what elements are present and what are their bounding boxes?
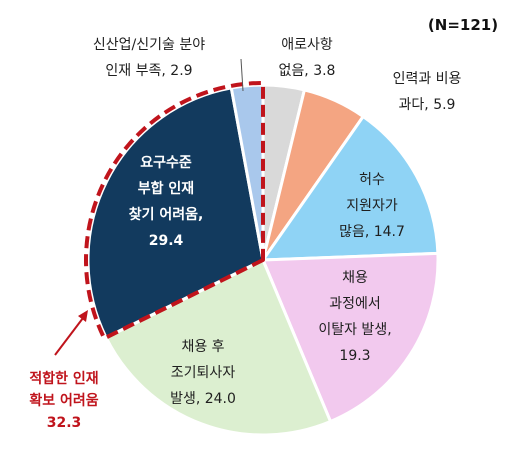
- slice-label-line: 인재 부족, 2.9: [105, 63, 192, 79]
- pie-slices: [86, 83, 440, 437]
- highlight-label-line: 적합한 인재: [29, 370, 98, 387]
- pie-slice: [261, 251, 440, 423]
- highlight-arrow: [54, 310, 88, 356]
- slice-label-line: 애로사항: [281, 37, 333, 53]
- slice-label-line: 이탈자 발생,: [318, 322, 391, 338]
- slice-label-line: 조기퇴사자: [171, 365, 236, 381]
- slice-label-line: 찾기 어려움,: [129, 206, 204, 223]
- slice-label-line: 발생, 24.0: [170, 391, 236, 407]
- slice-label-line: 과다, 5.9: [399, 97, 456, 113]
- highlight-dashed-outline: [84, 81, 265, 341]
- slice-label-line: 19.3: [339, 348, 370, 364]
- slice-label-line: 없음, 3.8: [279, 63, 336, 79]
- highlight-arrow-line: [54, 317, 84, 356]
- highlight-arrow-head: [78, 310, 88, 322]
- pie-slice: [86, 86, 265, 339]
- slice-label-line: 지원자가: [346, 198, 398, 214]
- highlight-label-line: 32.3: [47, 415, 82, 431]
- slice-label-line: 요구수준: [140, 155, 192, 171]
- pie-slice: [229, 83, 265, 262]
- slice-label-line: 많음, 14.7: [339, 224, 405, 240]
- slice-label-line: 부합 인재: [138, 180, 194, 197]
- slice-label-line: 인력과 비용: [393, 71, 462, 87]
- slice-label-line: 신산업/신기술 분야: [93, 37, 205, 53]
- slice-label-line: 허수: [359, 172, 385, 188]
- highlight-label-line: 확보 어려움: [29, 392, 98, 409]
- pie-slice: [104, 258, 332, 437]
- slice-label-line: 채용: [342, 270, 368, 286]
- slice-label-line: 과정에서: [329, 296, 381, 312]
- slice-label-line: 채용 후: [181, 339, 224, 355]
- slice-label-line: 29.4: [149, 233, 184, 249]
- leader-line: [240, 58, 244, 92]
- pie-slice: [261, 115, 440, 262]
- sample-size-note: (N=121): [428, 16, 498, 34]
